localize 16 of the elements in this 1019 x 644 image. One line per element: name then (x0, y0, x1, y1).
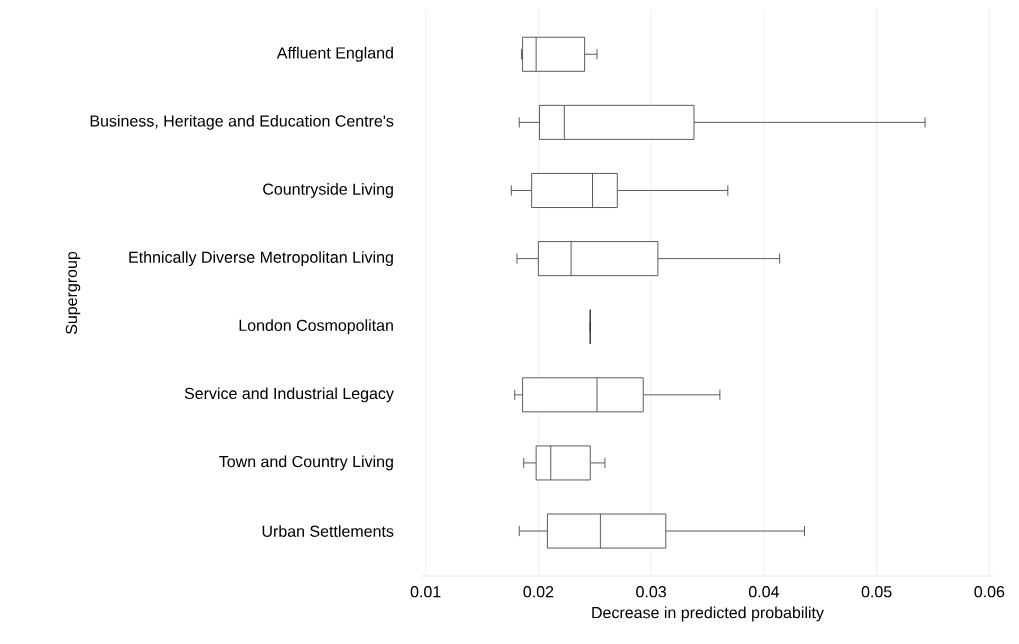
y-tick-label: Town and Country Living (219, 455, 393, 471)
x-tick-label: 0.02 (523, 586, 554, 598)
x-tick-label: 0.03 (636, 586, 666, 598)
y-tick-label: Business, Heritage and Education Centre's (90, 114, 394, 130)
y-tick-label: London Cosmopolitan (239, 319, 393, 335)
y-axis-title: Supergroup (65, 251, 81, 335)
y-tick-label: Urban Settlements (262, 525, 394, 537)
y-tick-label: Affluent England (276, 46, 393, 62)
x-tick-label: 0.01 (410, 586, 441, 598)
x-axis-title: Decrease in predicted probability (592, 606, 824, 622)
y-tick-label: Service and Industrial Legacy (184, 387, 394, 403)
x-tick-label: 0.06 (974, 586, 1005, 598)
y-tick-label: Ethnically Diverse Metropolitan Living (129, 251, 393, 267)
x-tick-label: 0.04 (748, 586, 779, 598)
x-tick-label: 0.05 (861, 586, 892, 598)
y-tick-label: Countryside Living (263, 183, 393, 198)
